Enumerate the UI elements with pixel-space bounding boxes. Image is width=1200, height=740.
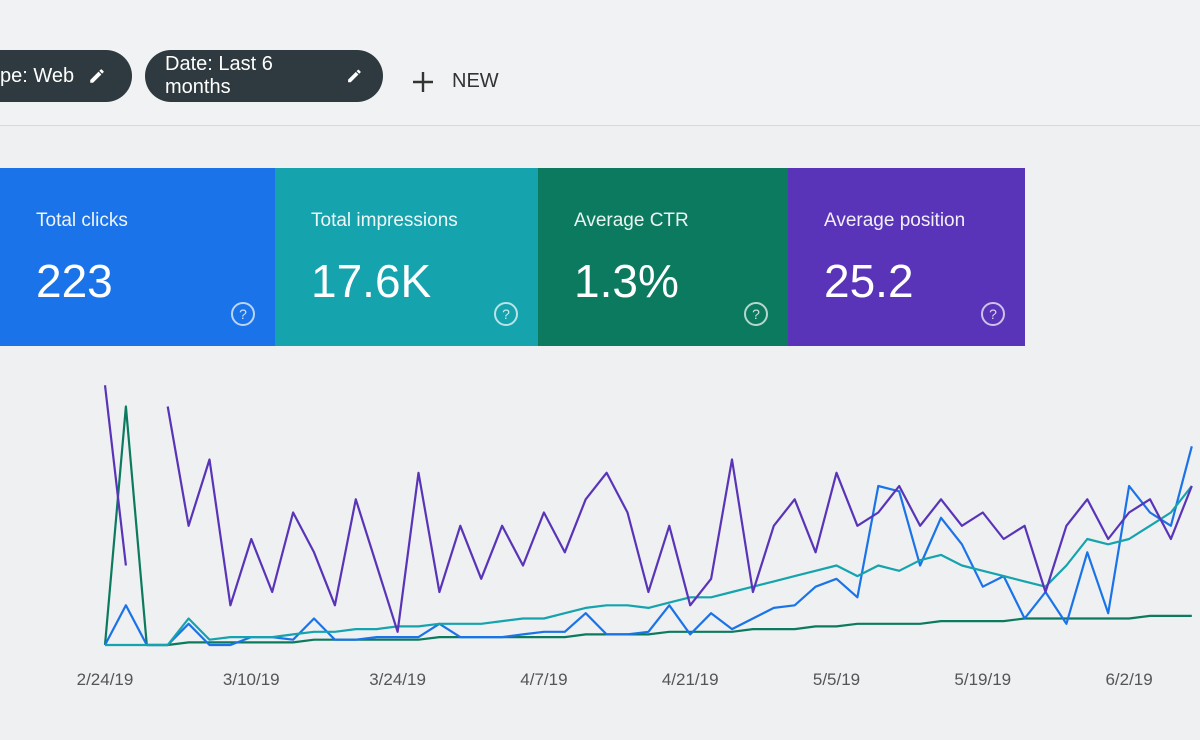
card-label: Total impressions xyxy=(311,210,458,231)
series-line xyxy=(104,446,1193,647)
x-tick-label: 5/5/19 xyxy=(813,670,860,689)
plus-icon xyxy=(413,71,433,92)
metric-card[interactable]: Average CTR 1.3%? xyxy=(538,168,788,346)
edit-icon xyxy=(90,69,104,83)
chip-label: Date: Last 6 months xyxy=(165,53,273,98)
card-label: Average CTR xyxy=(574,210,689,231)
help-icon[interactable]: ? xyxy=(744,302,768,326)
filter-chip[interactable]: ype: Web xyxy=(0,50,132,102)
edit-icon xyxy=(348,69,361,83)
filter-chip[interactable]: Date: Last 6 months xyxy=(145,50,383,102)
series-line xyxy=(103,385,1193,633)
filter-bar: ype: Web Date: Last 6 months NEW xyxy=(0,0,1200,126)
card-label: Total clicks xyxy=(36,210,128,231)
x-tick-label: 5/19/19 xyxy=(954,670,1011,689)
series-line xyxy=(103,405,1192,647)
x-tick-label: 3/24/19 xyxy=(369,670,426,689)
chart: 2/24/19 3/10/19 3/24/19 4/7/19 4/21/19 5/5/19… xyxy=(77,385,1193,689)
help-icon[interactable]: ? xyxy=(981,302,1005,326)
help-icon[interactable]: ? xyxy=(494,302,518,326)
card-value: 1.3% xyxy=(574,255,679,307)
x-tick-label: 6/2/19 xyxy=(1105,670,1152,689)
x-tick-label: 4/21/19 xyxy=(662,670,719,689)
series-line xyxy=(105,485,1193,647)
chip-label: ype: Web xyxy=(0,64,75,87)
new-label: NEW xyxy=(452,70,499,92)
x-tick-label: 2/24/19 xyxy=(77,670,134,689)
card-label: Average position xyxy=(824,210,966,231)
metric-card[interactable]: Total clicks 223? xyxy=(0,168,275,346)
metric-card[interactable]: Total impressions 17.6K? xyxy=(275,168,538,346)
new-button[interactable]: NEW xyxy=(412,70,499,93)
card-value: 25.2 xyxy=(824,255,914,307)
x-tick-label: 4/7/19 xyxy=(520,670,567,689)
card-value: 223 xyxy=(36,255,113,307)
card-value: 17.6K xyxy=(311,255,432,307)
help-icon[interactable]: ? xyxy=(231,302,255,326)
metric-card[interactable]: Average position 25.2? xyxy=(788,168,1025,346)
x-tick-label: 3/10/19 xyxy=(223,670,280,689)
metric-cards: Total clicks 223? Total impressions 17.6K? A… xyxy=(0,168,1025,346)
